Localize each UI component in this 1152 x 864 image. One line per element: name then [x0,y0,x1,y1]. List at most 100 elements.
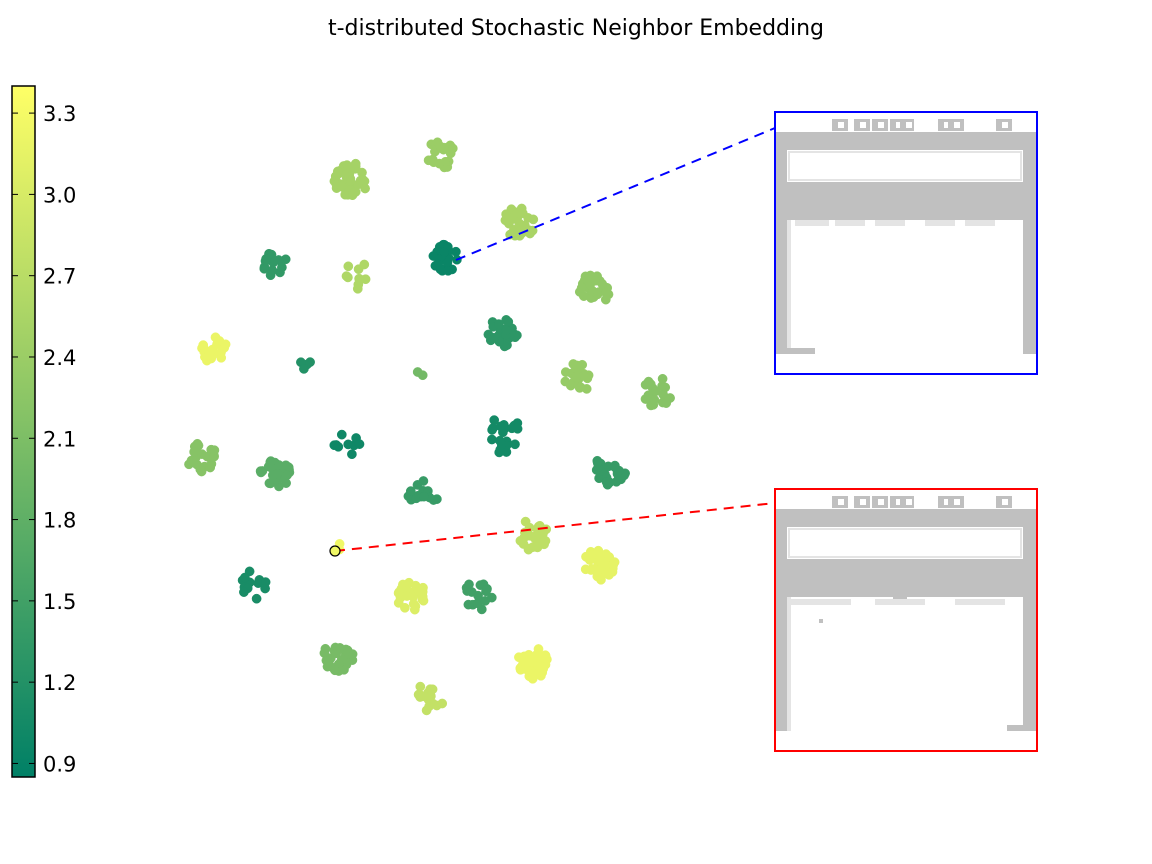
data-point [487,434,497,445]
data-point [343,261,354,272]
inset-border [774,488,1038,752]
brick-edge [791,599,851,605]
cluster-27 [413,681,448,716]
data-point [396,583,407,594]
left-wall-edge [787,597,791,731]
cluster-0 [423,137,458,173]
cluster-7 [483,315,522,352]
data-point [329,664,340,675]
data-point [486,592,497,603]
data-point [267,470,278,481]
brick-edge [955,599,1005,605]
data-point [489,332,500,343]
colorbar-tick-label-1: 1.2 [43,671,76,695]
data-point [649,394,660,405]
data-point [464,579,474,590]
annotation-line-bottom [334,502,776,552]
data-point [408,599,419,609]
cluster-23 [393,577,429,615]
score-digit-hole [906,122,912,128]
data-point [442,257,453,268]
colorbar-tick-label-5: 2.4 [43,346,76,370]
data-point [335,643,345,653]
left-upper-wall [775,150,787,182]
brick-band [775,559,1037,597]
cluster-6 [574,270,614,305]
data-point [501,325,512,336]
data-point [342,160,352,170]
top-wall [775,132,1037,150]
colorbar-gradient [11,85,36,778]
colorbar-tick-label-8: 3.3 [43,102,76,126]
inset-frame-top [774,111,1038,375]
cluster-4 [428,239,462,276]
scatter-points [184,137,675,716]
data-point [581,551,591,562]
data-point [259,263,270,274]
data-point [400,602,410,613]
cluster-9 [296,357,315,374]
data-point [280,460,291,471]
cluster-24 [461,579,497,615]
data-point [571,371,581,382]
data-point [347,449,357,460]
highlighted-point [329,545,341,557]
data-point [440,156,451,167]
data-point [501,209,511,220]
score-digit-hole [896,499,902,505]
right-wall [1023,597,1037,731]
data-point [473,590,483,601]
data-point [529,533,540,543]
cluster-8 [197,332,231,366]
data-point [333,441,344,452]
data-point [426,691,436,702]
right-upper-wall [1023,150,1037,182]
top-wall [775,509,1037,527]
data-point [209,445,220,456]
colorbar-ticks: 0.9 1.2 1.5 1.8 2.1 2.4 2.7 3.0 3.3 [12,102,76,776]
ball [819,619,823,623]
data-point [419,491,429,502]
data-point [601,477,612,487]
data-point [341,271,352,281]
cluster-11 [560,359,594,394]
left-wall [775,220,787,354]
data-point [528,668,539,679]
score-digit-hole [878,499,884,505]
score-digit-hole [906,499,912,505]
brick-edge [875,599,925,605]
data-point [353,264,364,275]
brick-edge [795,220,829,226]
data-point [611,476,622,487]
data-point [214,336,225,346]
data-point [414,585,424,596]
score-digit-hole [838,499,844,505]
data-point [481,584,492,595]
data-point [609,461,620,472]
data-point [424,701,434,712]
data-point [437,698,448,709]
data-point [299,364,309,374]
cluster-22 [237,566,271,604]
data-point [532,649,542,660]
cluster-14 [329,429,365,460]
data-point [495,435,505,446]
inset-frame-bottom [774,488,1038,752]
data-point [592,457,603,468]
data-point [256,467,266,478]
data-point [519,532,530,543]
data-point [643,376,654,387]
data-point [412,367,423,377]
data-point [532,542,543,553]
data-point [661,398,672,408]
right-upper-wall [1023,527,1037,559]
cluster-15 [184,438,220,477]
data-point [609,557,620,567]
paddle [1007,725,1023,731]
data-point [336,181,347,191]
data-point [405,486,416,496]
data-point [435,264,446,275]
score-digit-hole [944,499,950,505]
data-point [515,664,526,675]
